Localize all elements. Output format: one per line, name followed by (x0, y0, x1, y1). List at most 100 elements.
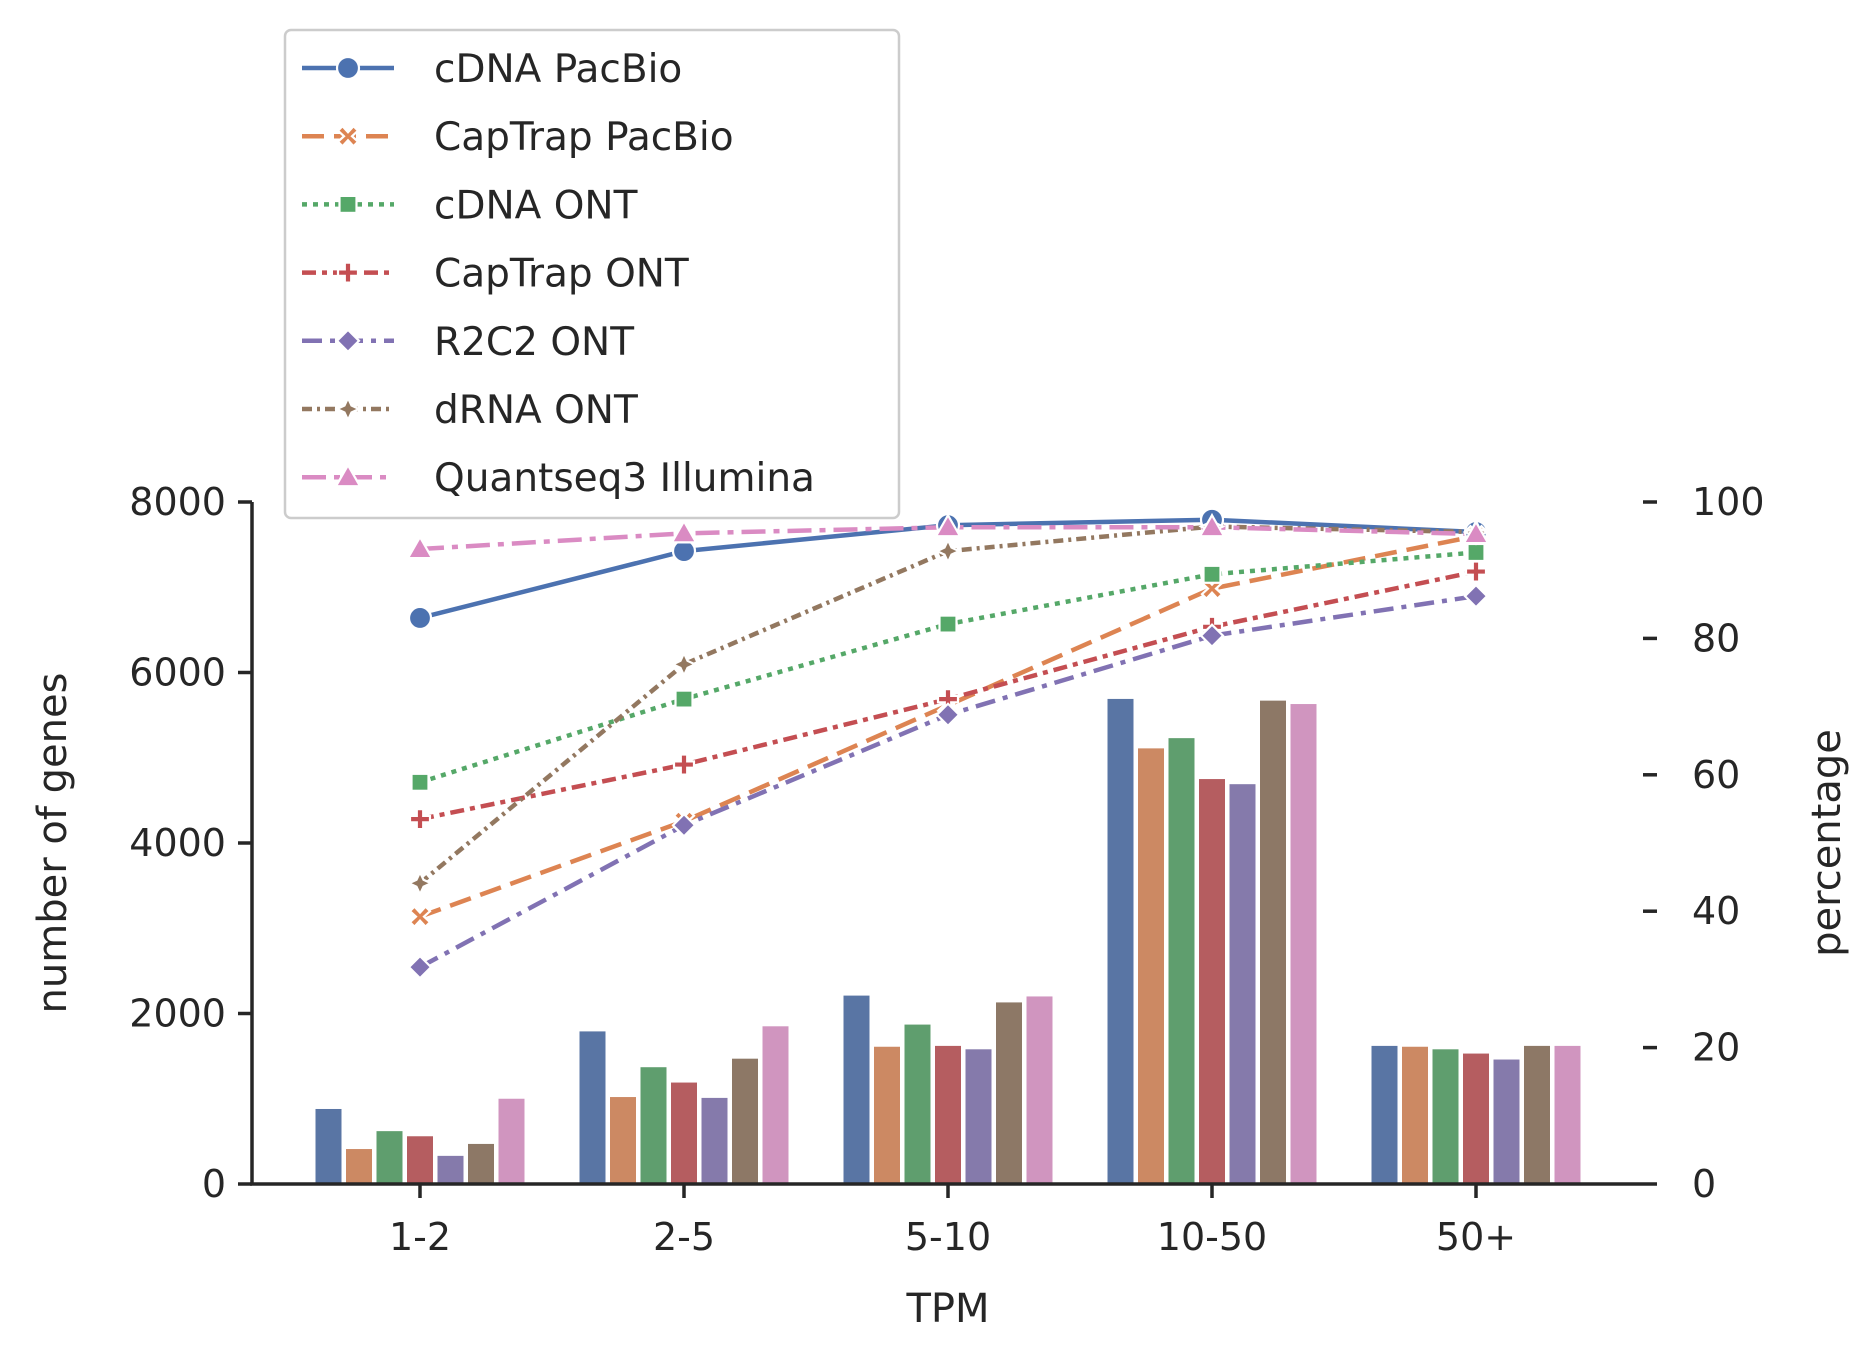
y-tick-label: 0 (202, 1162, 226, 1206)
bar-quantseq3-illumina-2-5 (762, 1026, 789, 1184)
line-cdna-ont (419, 550, 1477, 785)
point-cdna-ont-1-2 (410, 772, 430, 792)
bar-r2c2-ont-5-10 (965, 1049, 992, 1184)
y-axis-label: number of genes (30, 673, 76, 1014)
legend-marker (335, 55, 361, 81)
x-tick-label: 2-5 (653, 1215, 715, 1259)
bar-captrap-pacbio-50+ (1402, 1046, 1428, 1184)
point-drna-ont-2-5 (670, 650, 698, 678)
y2-tick-label: 40 (1692, 889, 1740, 933)
y-tick-label: 8000 (129, 480, 226, 524)
x-axis-label: TPM (905, 1286, 989, 1332)
bar-quantseq3-illumina-5-10 (1026, 996, 1053, 1184)
legend-marker (334, 462, 362, 488)
y2-tick-label: 100 (1692, 480, 1765, 524)
bar-captrap-ont-50+ (1463, 1053, 1489, 1184)
bar-r2c2-ont-50+ (1493, 1059, 1520, 1184)
bar-captrap-ont-2-5 (671, 1082, 697, 1184)
bar-cdna-ont-10-50 (1168, 738, 1195, 1184)
y2-tick-label: 0 (1692, 1162, 1716, 1206)
bar-captrap-ont-10-50 (1199, 779, 1225, 1184)
legend-item: R2C2 ONT (302, 320, 634, 365)
legend-label: dRNA ONT (434, 388, 638, 433)
bar-quantseq3-illumina-1-2 (498, 1098, 525, 1184)
x-tick-label: 10-50 (1157, 1215, 1267, 1259)
x-tick-label: 1-2 (389, 1215, 451, 1259)
point-cdna-ont-50+ (1466, 542, 1486, 563)
bar-drna-ont-5-10 (996, 1002, 1022, 1184)
point-drna-ont-1-2 (406, 869, 434, 897)
legend-marker (336, 261, 360, 284)
bar-cdna-pacbio-1-2 (315, 1108, 342, 1184)
y2-tick-label: 20 (1692, 1026, 1740, 1070)
y2-axis-label: percentage (1804, 729, 1850, 957)
legend-item: CapTrap PacBio (302, 115, 734, 160)
legend-marker (335, 328, 361, 354)
bar-cdna-pacbio-50+ (1371, 1045, 1398, 1184)
point-r2c2-ont-10-50 (1199, 623, 1225, 649)
point-cdna-ont-2-5 (674, 689, 694, 709)
y-tick-label: 6000 (129, 651, 226, 695)
legend-label: Quantseq3 Illumina (434, 456, 815, 501)
bar-drna-ont-2-5 (732, 1058, 758, 1184)
point-drna-ont-5-10 (934, 537, 962, 565)
bar-cdna-pacbio-10-50 (1107, 698, 1134, 1184)
point-captrap-ont-2-5 (672, 753, 696, 776)
line-captrap-pacbio (419, 533, 1477, 919)
bar-captrap-pacbio-10-50 (1138, 748, 1164, 1184)
bar-captrap-ont-1-2 (407, 1136, 433, 1184)
point-quantseq3-illumina-10-50 (1198, 513, 1226, 538)
legend-marker (334, 395, 362, 423)
bar-cdna-ont-50+ (1432, 1049, 1459, 1184)
line-captrap-ont (419, 569, 1477, 822)
bar-quantseq3-illumina-10-50 (1290, 704, 1317, 1184)
point-r2c2-ont-50+ (1463, 583, 1489, 609)
point-r2c2-ont-2-5 (671, 812, 697, 838)
bar-cdna-pacbio-5-10 (843, 995, 870, 1184)
bar-drna-ont-1-2 (468, 1143, 494, 1184)
bar-drna-ont-10-50 (1260, 700, 1286, 1184)
legend-item: CapTrap ONT (302, 252, 689, 297)
axes-layer: TPM number of genes percentage 0 2000 4000… (30, 480, 1850, 1332)
line-r2c2-ont (418, 593, 1477, 970)
legend-label: R2C2 ONT (434, 320, 634, 365)
point-r2c2-ont-5-10 (935, 702, 961, 728)
legend-item: dRNA ONT (302, 388, 638, 433)
point-captrap-ont-1-2 (408, 808, 432, 831)
point-cdna-pacbio-1-2 (407, 605, 433, 631)
point-quantseq3-illumina-2-5 (670, 519, 698, 544)
bar-captrap-pacbio-1-2 (346, 1149, 372, 1184)
legend-marker (336, 124, 360, 148)
legend-label: cDNA ONT (434, 183, 638, 228)
bar-drna-ont-50+ (1524, 1045, 1550, 1184)
legend-item: cDNA PacBio (302, 47, 682, 92)
legend-item: Quantseq3 Illumina (302, 456, 815, 501)
legend: cDNA PacBio CapTrap PacBio cDNA ONT CapTrap… (283, 28, 901, 520)
bar-captrap-ont-5-10 (935, 1045, 961, 1184)
y2-tick-label: 60 (1692, 753, 1740, 797)
legend-label: cDNA PacBio (434, 47, 682, 92)
legend-label: CapTrap PacBio (434, 115, 734, 160)
bars-layer (315, 698, 1581, 1184)
bar-r2c2-ont-1-2 (437, 1155, 464, 1184)
bar-quantseq3-illumina-50+ (1554, 1045, 1581, 1184)
bar-cdna-pacbio-2-5 (579, 1031, 606, 1184)
bar-cdna-ont-1-2 (376, 1131, 403, 1184)
point-quantseq3-illumina-5-10 (934, 513, 962, 538)
point-cdna-ont-5-10 (938, 614, 958, 634)
lines-layer (406, 507, 1490, 980)
legend-label: CapTrap ONT (434, 252, 689, 297)
legend-item: cDNA ONT (302, 183, 638, 228)
x-tick-label: 5-10 (905, 1215, 991, 1259)
bar-captrap-pacbio-2-5 (610, 1097, 636, 1184)
bar-cdna-ont-5-10 (904, 1024, 931, 1184)
point-quantseq3-illumina-1-2 (406, 534, 434, 560)
bar-captrap-pacbio-5-10 (874, 1046, 900, 1184)
bar-r2c2-ont-2-5 (701, 1097, 728, 1184)
point-cdna-ont-10-50 (1202, 564, 1222, 584)
point-r2c2-ont-1-2 (407, 954, 433, 980)
legend-marker (338, 194, 358, 214)
y2-tick-label: 80 (1692, 616, 1740, 660)
point-captrap-pacbio-1-2 (408, 905, 432, 929)
